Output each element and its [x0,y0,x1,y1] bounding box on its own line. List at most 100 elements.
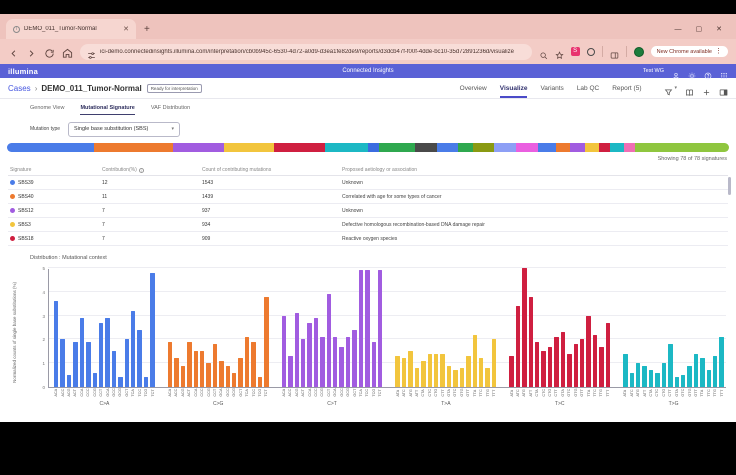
bar-C>A-TCT[interactable] [150,272,155,387]
info-icon[interactable]: i [138,167,144,173]
bar-T>C-GTT[interactable] [579,339,585,387]
bar-T>C-ATG[interactable] [522,268,527,387]
contribution-segment[interactable] [516,143,538,152]
bar-C>T-ACA[interactable] [281,315,287,387]
bar-T>A-GTA[interactable] [446,365,452,387]
table-row-SBS39[interactable]: SBS39 12 1543 Unknown [8,176,728,190]
bar-C>T-CCA[interactable] [307,322,312,387]
contribution-segment[interactable] [324,143,369,152]
bar-C>A-CCT[interactable] [98,322,104,387]
bar-C>A-GCA[interactable] [105,317,110,387]
bar-C>G-CCT[interactable] [212,344,218,387]
table-scrollbar[interactable] [728,177,731,195]
contribution-segment-SBS40[interactable] [93,143,174,152]
browser-tab[interactable]: i DEMO_011_Tumor-Normal ✕ [6,19,136,39]
tab-lab-qc[interactable]: Lab QC [576,84,600,92]
bar-T>A-ATG[interactable] [408,351,413,387]
bar-C>G-ACT[interactable] [187,341,192,387]
bar-C>T-GCC[interactable] [339,346,344,387]
bar-C>A-GCC[interactable] [111,351,117,387]
bar-C>T-TCG[interactable] [371,341,376,387]
bar-C>T-ACG[interactable] [294,313,299,387]
home-icon[interactable] [62,46,73,58]
apps-grid-icon[interactable] [720,67,728,79]
bar-T>A-TTC[interactable] [478,358,484,387]
bar-T>C-GTG[interactable] [573,344,578,387]
profile-avatar[interactable] [633,46,644,57]
table-row-SBS18[interactable]: SBS18 7 909 Reactive oxygen species [8,232,728,246]
subtab-vaf-distribution[interactable]: VAF Distribution [150,105,191,111]
bar-C>G-GCT[interactable] [238,358,243,387]
tab-visualize[interactable]: Visualize [499,78,527,98]
bar-C>A-TCA[interactable] [131,310,136,387]
help-icon[interactable] [704,67,712,80]
bar-T>A-GTG[interactable] [459,367,465,387]
bar-C>A-ACA[interactable] [54,301,59,387]
bar-T>G-ATC[interactable] [629,372,634,387]
add-icon[interactable] [702,84,711,95]
bar-C>A-ACT[interactable] [73,341,78,387]
contribution-segment[interactable] [414,143,437,152]
contribution-segment-SBS18[interactable] [274,143,325,152]
bar-T>C-ATA[interactable] [509,356,514,387]
bar-C>T-GCT[interactable] [352,329,357,387]
contribution-segment[interactable] [472,143,495,152]
extension-circle-icon[interactable] [586,47,595,56]
filter-dropdown[interactable]: ▾ [664,84,677,95]
contribution-segment[interactable] [609,143,625,152]
side-panel-icon[interactable] [610,47,619,59]
bar-T>G-CTC[interactable] [655,372,660,387]
bar-C>A-TCG[interactable] [143,377,149,387]
bar-T>C-CTT[interactable] [554,337,559,387]
contribution-segment[interactable] [436,143,459,152]
subtab-genome-view[interactable]: Genome View [30,105,65,111]
bar-T>G-GTT[interactable] [693,353,699,387]
bar-C>G-CCG[interactable] [206,363,211,387]
mutation-type-select[interactable]: Single base substitution (SBS) ▾ [68,121,181,137]
contribution-segment[interactable] [570,143,585,152]
bar-T>G-GTG[interactable] [687,365,692,387]
contribution-segment-SBS3[interactable] [223,143,275,152]
bar-C>T-TCC[interactable] [365,270,370,387]
bar-T>G-TTG[interactable] [713,356,718,387]
bar-C>G-CCC[interactable] [199,351,205,387]
search-icon[interactable] [539,47,548,60]
bar-C>G-TCA[interactable] [244,337,250,387]
settings-gear-icon[interactable] [688,67,696,80]
contribution-segment[interactable] [599,143,610,152]
bar-C>G-ACA[interactable] [167,341,173,387]
table-row-SBS12[interactable]: SBS12 7 937 Unknown [8,204,728,218]
bar-C>G-GCA[interactable] [219,360,224,387]
bar-T>C-GTA[interactable] [560,332,566,387]
bar-C>T-ACT[interactable] [300,339,306,387]
address-bar[interactable]: ici-demo.connectedinsights.illumina.com/… [80,43,532,60]
bar-T>G-TTA[interactable] [700,358,705,387]
bar-C>T-ACC[interactable] [288,356,293,387]
bar-C>G-TCG[interactable] [257,377,263,387]
knowledge-book-icon[interactable] [685,84,694,96]
contribution-segment[interactable] [537,143,556,152]
bar-C>A-CCG[interactable] [92,372,97,387]
close-window-button[interactable]: ✕ [716,26,722,33]
bar-T>A-TTT[interactable] [491,339,497,387]
bar-C>A-ACG[interactable] [66,375,72,387]
bar-C>G-TCT[interactable] [264,296,269,387]
bar-T>G-CTG[interactable] [661,363,667,387]
bar-C>T-CCG[interactable] [320,337,325,387]
bar-C>G-ACC[interactable] [174,358,179,387]
bar-T>G-TTC[interactable] [706,370,712,387]
extension-icon[interactable]: S [570,47,580,56]
contribution-segment[interactable] [494,143,516,152]
browser-menu-icon[interactable]: ⋮ [715,48,722,55]
bar-C>A-GCG[interactable] [118,377,123,387]
bar-T>A-CTA[interactable] [421,360,426,387]
bar-T>C-TTC[interactable] [592,334,598,387]
bar-T>A-ATT[interactable] [414,367,420,387]
breadcrumb-cases-link[interactable]: Cases [8,83,31,93]
bar-T>G-GTA[interactable] [674,377,679,387]
forward-icon[interactable] [26,46,37,57]
bar-C>A-TCC[interactable] [137,329,142,387]
bar-C>T-TCT[interactable] [377,270,383,387]
back-icon[interactable] [8,46,19,57]
bar-T>A-ATA[interactable] [395,356,400,387]
